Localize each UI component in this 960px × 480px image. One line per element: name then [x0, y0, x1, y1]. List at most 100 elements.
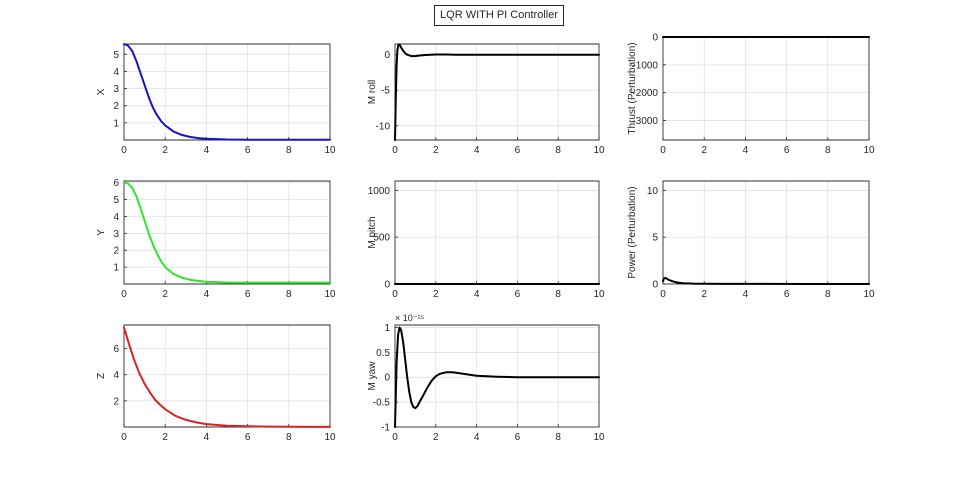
- y-tick-label: 0: [652, 280, 658, 291]
- y-tick-label: 2: [113, 101, 119, 112]
- figure-title: LQR WITH PI Controller: [434, 5, 564, 26]
- y-tick-label: 5: [113, 195, 119, 206]
- x-tick-label: 0: [121, 145, 127, 156]
- x-tick-label: 6: [245, 432, 251, 443]
- x-tick-label: 2: [433, 145, 439, 156]
- x-tick-label: 10: [324, 432, 336, 443]
- x-tick-label: 6: [245, 145, 251, 156]
- x-tick-label: 4: [474, 289, 480, 300]
- subplot-myaw: 0 2 4 6 8 10 -1 -0.5 0 0.5 1 M yaw × 10⁻¹⁵: [367, 313, 605, 443]
- x-tick-label: 0: [660, 145, 666, 156]
- x-tick-label: 10: [593, 145, 605, 156]
- axes-frame: [123, 180, 331, 285]
- x-tick-label: 2: [701, 145, 707, 156]
- series-line-x: [123, 43, 331, 141]
- x-tick-label: 10: [863, 289, 875, 300]
- subplot-mpitch: 0 2 4 6 8 10 0 500 1000 M pitch: [367, 180, 605, 300]
- x-tick-label: 2: [162, 289, 168, 300]
- y-tick-label: 0.5: [376, 348, 390, 359]
- x-tick-label: 4: [474, 432, 480, 443]
- axes-frame: [394, 43, 600, 141]
- y-tick-label: 2: [113, 246, 119, 257]
- x-tick-label: 4: [204, 145, 210, 156]
- y-tick-label: 4: [113, 212, 119, 223]
- x-tick-label: 2: [701, 289, 707, 300]
- x-tick-label: 6: [515, 145, 521, 156]
- y-tick-label: 4: [113, 370, 119, 381]
- x-tick-label: 4: [743, 289, 749, 300]
- y-tick-label: 6: [113, 344, 119, 355]
- y-tick-label: 1: [113, 263, 119, 274]
- y-tick-label: 0: [384, 373, 390, 384]
- x-tick-label: 8: [286, 145, 292, 156]
- y-axis-label: Thrust (Perturbation): [627, 42, 638, 134]
- y-tick-label: 1: [384, 323, 390, 334]
- subplot-power: 0 2 4 6 8 10 0 5 10 Power (Perturbation): [627, 180, 875, 300]
- axes-frame: [394, 180, 600, 285]
- x-tick-label: 4: [743, 145, 749, 156]
- x-tick-label: 6: [784, 289, 790, 300]
- y-tick-label: -3000: [632, 116, 658, 127]
- y-tick-label: -0.5: [373, 398, 391, 409]
- axes-frame: [123, 43, 331, 141]
- y-axis-label: M pitch: [367, 216, 378, 248]
- x-tick-label: 6: [515, 432, 521, 443]
- y-tick-label: 0: [384, 280, 390, 291]
- y-exponent-label: × 10⁻¹⁵: [395, 313, 425, 323]
- y-axis-label: M roll: [367, 80, 378, 104]
- x-tick-label: 10: [593, 289, 605, 300]
- axes-border: [123, 324, 331, 428]
- x-tick-label: 10: [324, 289, 336, 300]
- x-tick-label: 4: [474, 145, 480, 156]
- axes-frame: [662, 180, 870, 285]
- x-tick-label: 6: [784, 145, 790, 156]
- y-tick-label: 6: [113, 178, 119, 189]
- y-tick-label: -5: [381, 86, 390, 97]
- axes-frame: [662, 36, 870, 141]
- y-axis-label: Power (Perturbation): [627, 186, 638, 278]
- y-tick-label: 500: [373, 233, 390, 244]
- y-tick-label: 4: [113, 67, 119, 78]
- x-tick-label: 0: [392, 432, 398, 443]
- x-tick-label: 0: [121, 432, 127, 443]
- x-tick-label: 8: [286, 289, 292, 300]
- y-tick-label: -1: [381, 423, 390, 434]
- y-tick-label: -1000: [632, 60, 658, 71]
- x-tick-label: 0: [392, 289, 398, 300]
- y-tick-label: -10: [376, 121, 391, 132]
- y-tick-label: 10: [647, 186, 659, 197]
- y-tick-label: 5: [652, 233, 658, 244]
- x-tick-label: 4: [204, 289, 210, 300]
- y-axis-label: Z: [96, 373, 107, 379]
- x-tick-label: 6: [515, 289, 521, 300]
- x-tick-label: 0: [660, 289, 666, 300]
- x-tick-label: 8: [286, 432, 292, 443]
- x-tick-label: 2: [433, 432, 439, 443]
- series-line-myaw: [394, 326, 600, 428]
- x-tick-label: 0: [392, 145, 398, 156]
- y-tick-label: 0: [384, 50, 390, 61]
- series-line-z: [123, 326, 331, 428]
- x-tick-label: 0: [121, 289, 127, 300]
- x-tick-label: 4: [204, 432, 210, 443]
- series-line-mroll: [394, 43, 600, 141]
- x-tick-label: 10: [324, 145, 336, 156]
- y-tick-label: 1000: [368, 186, 391, 197]
- y-axis-label: X: [96, 88, 107, 95]
- x-tick-label: 10: [863, 145, 875, 156]
- subplot-thrust: 0 2 4 6 8 10 -3000 -2000 -1000 0 Thrust (Perturbat…: [627, 33, 875, 157]
- series-line-power: [662, 276, 870, 285]
- x-tick-label: 2: [162, 145, 168, 156]
- y-tick-label: 5: [113, 50, 119, 61]
- x-tick-label: 8: [825, 145, 831, 156]
- y-tick-label: 3: [113, 84, 119, 95]
- subplot-mroll: 0 2 4 6 8 10 -10 -5 0 M roll: [367, 43, 605, 156]
- x-tick-label: 8: [825, 289, 831, 300]
- x-tick-label: 8: [555, 145, 561, 156]
- x-tick-label: 8: [555, 289, 561, 300]
- x-tick-label: 8: [555, 432, 561, 443]
- y-tick-label: 1: [113, 118, 119, 129]
